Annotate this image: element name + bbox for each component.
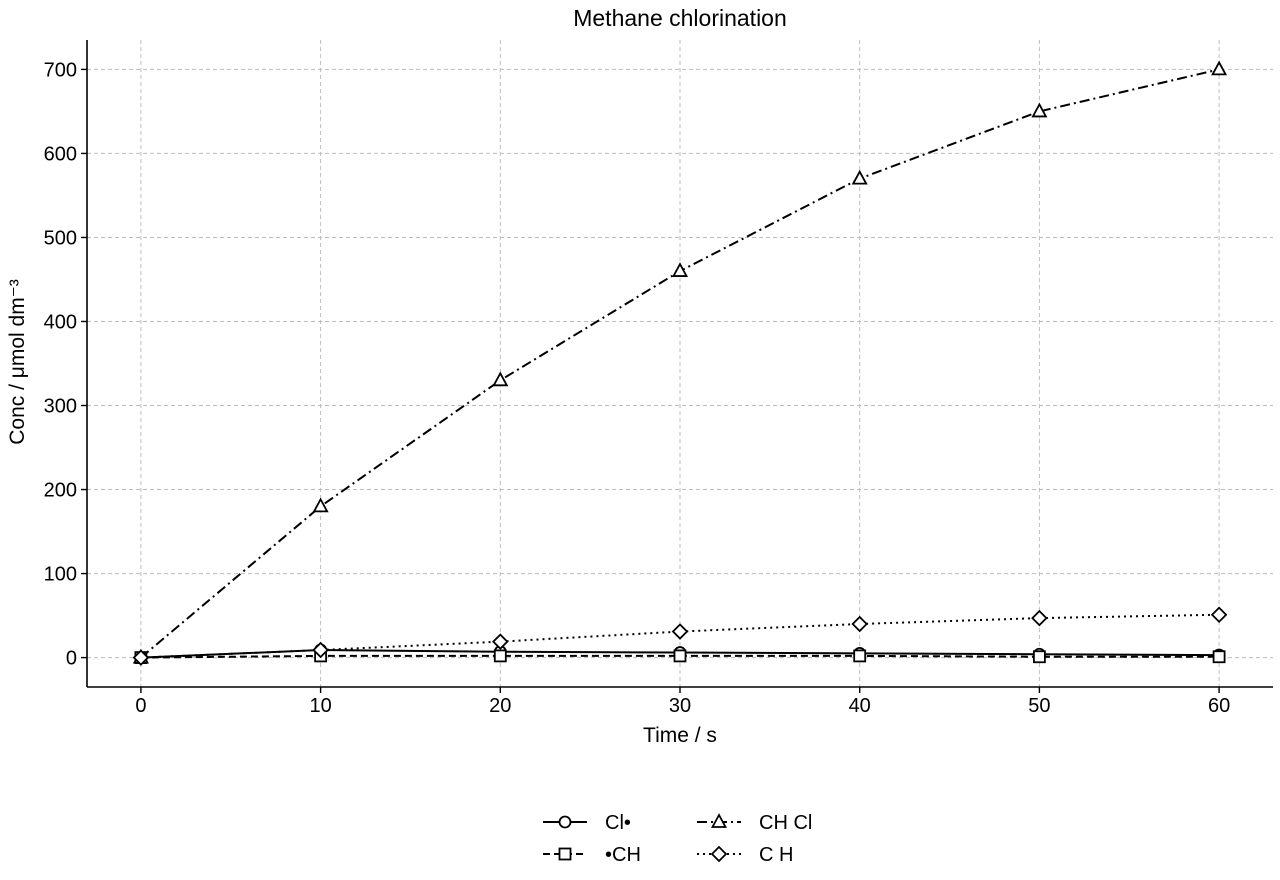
legend-item: Cl• [543, 812, 631, 834]
data-point-square [493, 649, 507, 663]
y-tick-label: 100 [44, 564, 77, 586]
legend: Cl• •CH CH Cl C H [543, 812, 812, 866]
x-tick-label: 10 [309, 695, 331, 717]
legend-item: •CH [543, 844, 641, 866]
plot-series [132, 60, 1228, 666]
legend-label: CH Cl [759, 812, 812, 834]
data-point-diamond [1031, 609, 1048, 627]
data-point-triangle [312, 497, 329, 513]
x-tick-label: 20 [489, 695, 511, 717]
data-point-triangle [1211, 60, 1228, 76]
chart-title: Methane chlorination [573, 5, 787, 31]
data-point-triangle [851, 169, 868, 185]
data-point-diamond [492, 633, 509, 650]
legend-marker-square [558, 847, 572, 861]
data-point-triangle [492, 371, 509, 387]
x-tick-label: 60 [1208, 695, 1230, 717]
y-axis-label: Conc / μmol dm⁻³ [6, 279, 29, 445]
series-square [134, 649, 1226, 664]
y-tick-label: 600 [44, 143, 77, 165]
y-tick-label: 300 [44, 396, 77, 418]
legend-item: C H [697, 844, 793, 866]
y-tick-label: 200 [44, 480, 77, 502]
legend-marker-triangle [710, 813, 728, 828]
legend-marker-diamond [710, 845, 728, 863]
data-point-square [1032, 650, 1046, 664]
data-point-triangle [1031, 102, 1048, 118]
legend-label: C H [759, 844, 793, 866]
data-point-triangle [671, 262, 689, 277]
data-point-square [853, 649, 867, 663]
x-tick-label: 40 [849, 695, 871, 717]
x-axis-label: Time / s [643, 724, 717, 747]
data-point-diamond [671, 623, 689, 640]
series-diamond [132, 606, 1228, 666]
y-tick-label: 700 [44, 59, 77, 81]
y-tick-label: 0 [66, 648, 77, 670]
data-point-square [1212, 650, 1226, 664]
x-tick-label: 0 [135, 695, 146, 717]
x-tick-label: 50 [1028, 695, 1050, 717]
legend-item: CH Cl [697, 812, 812, 834]
data-point-diamond [1210, 606, 1228, 624]
x-tick-label: 30 [669, 695, 691, 717]
y-tick-label: 500 [44, 227, 77, 249]
legend-label: •CH [605, 844, 641, 866]
data-point-diamond [851, 615, 868, 633]
legend-marker-circle [558, 815, 572, 829]
grid [87, 40, 1273, 687]
data-point-square [673, 649, 687, 663]
legend-label: Cl• [605, 812, 631, 834]
data-point-diamond [312, 641, 329, 659]
y-tick-label: 400 [44, 311, 77, 333]
data-point-diamond [132, 649, 150, 666]
